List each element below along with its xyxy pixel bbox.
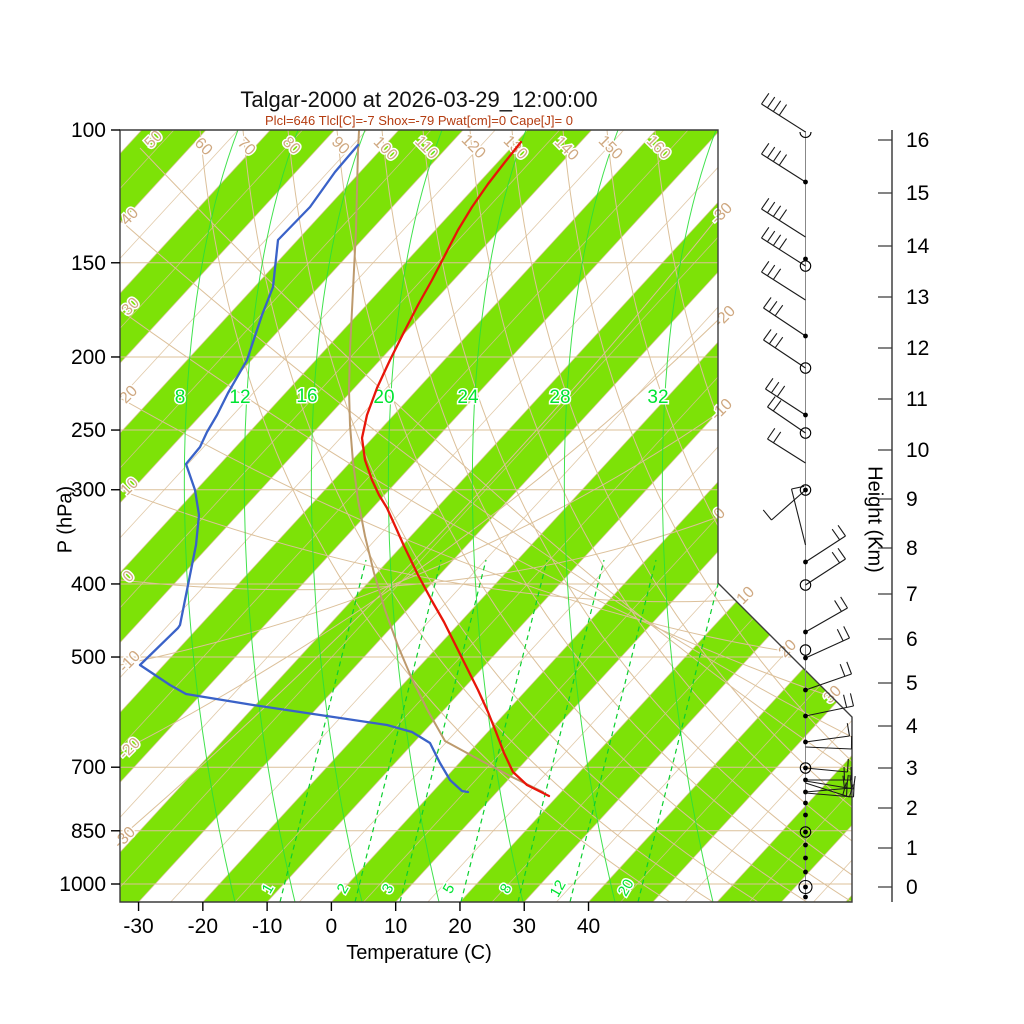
svg-text:500: 500 [71, 646, 106, 669]
temperature-axis: -30 -20 -10 0 10 20 30 40 [123, 902, 600, 938]
svg-text:-20: -20 [188, 915, 218, 938]
svg-text:150: 150 [595, 132, 626, 163]
dewpoint-curve [138, 143, 470, 794]
svg-text:0: 0 [906, 876, 918, 899]
svg-text:20: 20 [448, 915, 471, 938]
svg-text:1: 1 [906, 837, 918, 860]
svg-text:-30: -30 [123, 915, 153, 938]
svg-text:9: 9 [906, 488, 918, 511]
svg-text:40: 40 [577, 915, 600, 938]
svg-text:400: 400 [71, 573, 106, 596]
svg-text:150: 150 [71, 252, 106, 275]
svg-text:14: 14 [906, 235, 930, 258]
svg-text:2: 2 [906, 797, 918, 820]
svg-text:100: 100 [71, 119, 106, 142]
svg-text:16: 16 [906, 129, 929, 152]
svg-text:13: 13 [906, 286, 929, 309]
chart-subtitle: Plcl=646 Tlcl[C]=-7 Shox=-79 Pwat[cm]=0 … [265, 113, 573, 128]
svg-text:850: 850 [71, 820, 106, 843]
parcel-ascent-curve [348, 130, 544, 793]
moist-adiabat-labels: 8 12 16 20 24 28 32 [173, 385, 670, 410]
svg-text:10: 10 [384, 915, 407, 938]
svg-text:11: 11 [906, 388, 928, 411]
moist-adiabats [183, 130, 717, 902]
chart-title: Talgar-2000 at 2026-03-29_12:00:00 [240, 87, 598, 112]
pressure-axis: 100 150 200 250 300 400 500 700 850 1000 [59, 119, 120, 896]
svg-text:6: 6 [906, 628, 918, 651]
svg-text:-10: -10 [252, 915, 282, 938]
svg-text:12: 12 [229, 387, 250, 408]
pressure-axis-label: P (hPa) [54, 485, 77, 554]
mixing-ratio-lines [279, 559, 725, 902]
svg-text:700: 700 [71, 756, 106, 779]
svg-text:4: 4 [906, 715, 918, 738]
svg-text:-20: -20 [711, 303, 739, 331]
svg-text:200: 200 [71, 346, 106, 369]
svg-text:250: 250 [71, 419, 106, 442]
svg-text:300: 300 [71, 479, 106, 502]
svg-text:12: 12 [906, 337, 929, 360]
svg-text:32: 32 [647, 387, 668, 408]
svg-text:7: 7 [906, 583, 918, 606]
height-axis-label: Height (Km) [863, 466, 886, 573]
svg-text:8: 8 [175, 387, 186, 408]
svg-text:0: 0 [326, 915, 338, 938]
svg-text:1000: 1000 [59, 873, 106, 896]
wind-barb-column [761, 92, 856, 900]
svg-text:10: 10 [906, 439, 929, 462]
svg-text:30: 30 [513, 915, 536, 938]
svg-text:12: 12 [547, 877, 570, 900]
svg-text:120: 120 [458, 131, 489, 162]
temperature-curve [360, 140, 551, 798]
temperature-axis-label: Temperature (C) [346, 942, 492, 964]
svg-text:3: 3 [906, 757, 918, 780]
plot-frame [119, 129, 853, 903]
svg-text:8: 8 [906, 537, 918, 560]
svg-text:28: 28 [549, 387, 570, 408]
svg-text:15: 15 [906, 182, 929, 205]
svg-text:16: 16 [296, 386, 317, 407]
svg-text:24: 24 [457, 387, 479, 408]
svg-text:5: 5 [440, 881, 459, 897]
svg-text:5: 5 [906, 672, 918, 695]
